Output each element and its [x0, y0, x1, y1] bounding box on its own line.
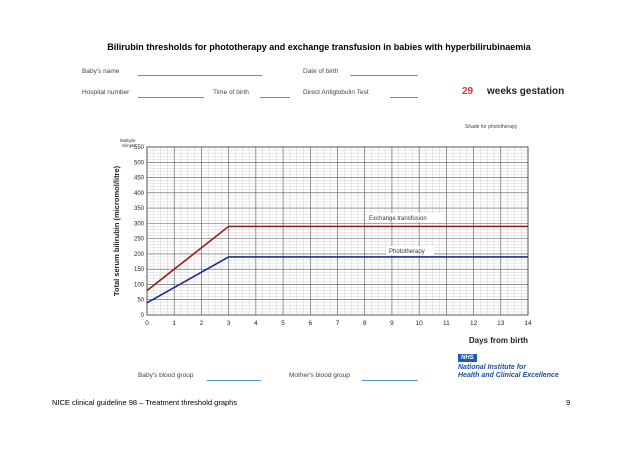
nice-line-2: Health and Clinical Excellence: [458, 372, 559, 379]
simple-label: Simple: [122, 143, 136, 148]
dat-field[interactable]: [390, 97, 418, 98]
x-tick-label: 14: [524, 320, 532, 327]
y-tick-label: 550: [134, 145, 145, 151]
time-of-birth-field[interactable]: [260, 97, 290, 98]
y-axis-label: Total serum bilirubin (micromol/litre): [112, 165, 121, 296]
series-group: [146, 225, 528, 304]
y-tick-label: 500: [134, 160, 145, 166]
y-tick-label: 100: [134, 282, 145, 288]
time-of-birth-label: Time of birth: [213, 89, 249, 96]
nice-line-1: National Institute for: [458, 364, 527, 371]
y-tick-label: 450: [134, 176, 145, 182]
page-title: Bilirubin thresholds for phototherapy an…: [107, 42, 531, 52]
x-tick-label: 0: [145, 320, 149, 327]
mothers-blood-group-field[interactable]: [362, 380, 418, 381]
gestation-weeks-label: weeks gestation: [487, 86, 565, 97]
x-tick-label: 2: [200, 320, 204, 327]
y-tick-label: 350: [134, 206, 145, 212]
x-axis-label: Days from birth: [469, 336, 528, 345]
y-tick-label: 150: [134, 267, 145, 273]
hospital-number-label: Hospital number: [82, 89, 130, 96]
x-tick-label: 5: [281, 320, 285, 327]
babys-blood-group-label: Baby's blood group: [138, 372, 194, 379]
mothers-blood-group-label: Mother's blood group: [289, 372, 350, 379]
babys-name-field[interactable]: [138, 75, 262, 76]
series-label-phototherapy: Phototherapy: [389, 249, 425, 255]
exchange-label-bg: [366, 213, 444, 222]
y-tick-label: 400: [134, 191, 145, 197]
footer-text: NICE clinical guideline 98 – Treatment t…: [52, 398, 238, 407]
plot-frame: [146, 146, 529, 316]
date-of-birth-label: Date of birth: [303, 68, 339, 75]
babys-name-label: Baby's name: [82, 68, 120, 75]
y-tick-label: 50: [137, 298, 144, 304]
x-tick-label: 7: [336, 320, 340, 327]
x-tick-label: 10: [416, 320, 424, 327]
multiple-label: Multiple: [120, 138, 136, 143]
series-line-phototherapy: [146, 256, 528, 304]
series-line-exchange-transfusion: [146, 225, 528, 292]
x-tick-label: 4: [254, 320, 258, 327]
dat-label: Direct Antiglobulin Test: [303, 89, 369, 96]
y-tick-label: 200: [134, 252, 145, 258]
y-tick-labels: 0 50 100 150 200 250 300 350 400 450 500 550: [134, 145, 145, 319]
x-tick-label: 6: [308, 320, 312, 327]
page-number: 9: [566, 398, 571, 407]
y-tick-label: 0: [141, 313, 145, 319]
date-of-birth-field[interactable]: [350, 75, 418, 76]
shade-for-phototherapy-label: Shade for phototherapy: [465, 124, 518, 130]
x-tick-labels: 0 1 2 3 4 5 6 7 8 9 10 11 12 13 14: [145, 320, 532, 327]
series-label-exchange: Exchange transfusion: [369, 216, 427, 222]
x-tick-label: 1: [172, 320, 176, 327]
hospital-number-field[interactable]: [138, 97, 204, 98]
y-tick-label: 250: [134, 237, 145, 243]
x-tick-label: 13: [497, 320, 505, 327]
gestation-weeks-value: 29: [462, 86, 474, 97]
y-tick-label: 300: [134, 221, 145, 227]
x-tick-label: 8: [363, 320, 367, 327]
babys-blood-group-field[interactable]: [207, 380, 261, 381]
phototherapy-label-bg: [386, 246, 434, 255]
x-tick-label: 9: [390, 320, 394, 327]
x-tick-label: 11: [443, 320, 450, 327]
nhs-logo: NHS: [458, 354, 477, 362]
x-tick-label: 3: [227, 320, 231, 327]
x-tick-label: 12: [470, 320, 478, 327]
